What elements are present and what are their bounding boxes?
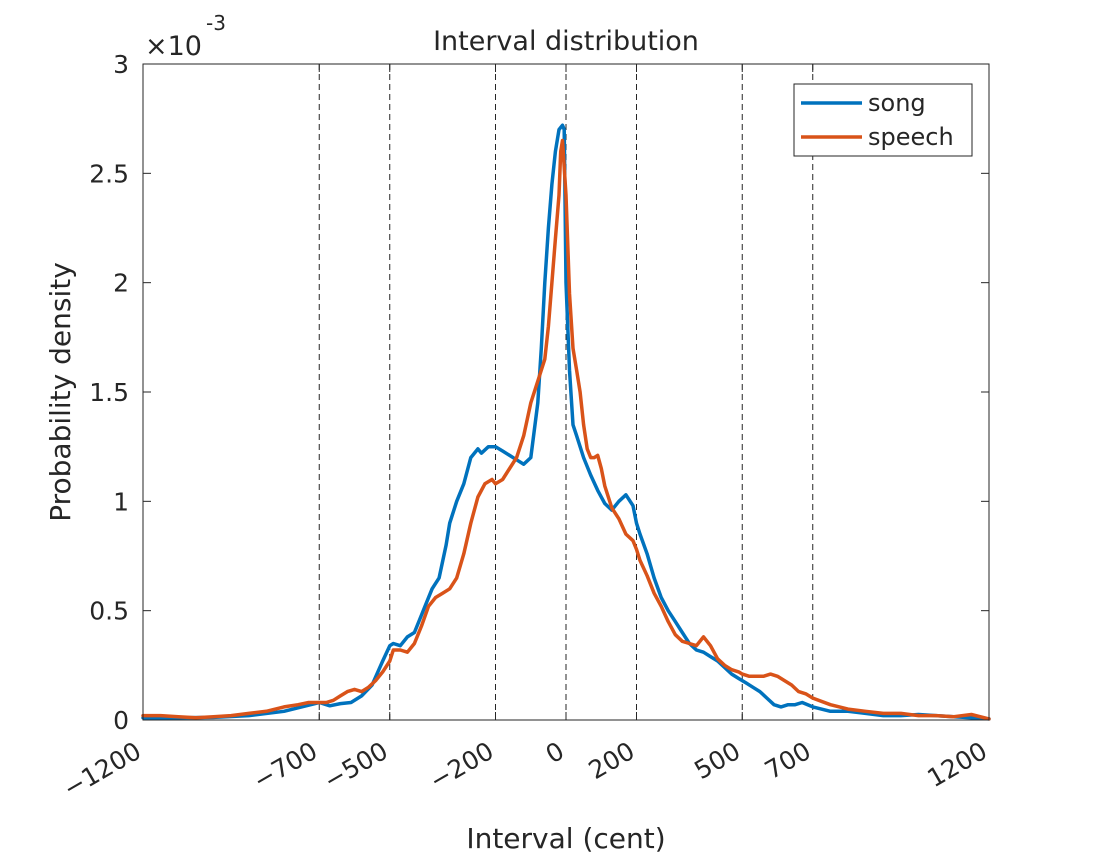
y-exponent-base: ×10 (145, 31, 202, 62)
x-tick-label: −500 (319, 736, 393, 795)
x-tick-label: 700 (760, 736, 816, 785)
y-tick-label: 3 (113, 50, 129, 79)
x-axis-label: Interval (cent) (466, 822, 665, 855)
series-line-song (141, 123, 991, 721)
y-axis-label: Probability density (44, 262, 77, 522)
y-exponent-power: -3 (206, 11, 226, 35)
y-exponent: ×10 -3 (145, 11, 226, 62)
legend-box (793, 83, 973, 157)
legend-label-song: song (868, 89, 926, 117)
series-line-speech (141, 138, 991, 721)
x-tick-label: 200 (584, 736, 640, 785)
legend-label-speech: speech (868, 123, 954, 151)
x-tick-label: 0 (541, 736, 569, 769)
chart-title: Interval distribution (433, 26, 699, 57)
y-tick-label: 0 (113, 706, 129, 735)
y-tick-label: 0.5 (89, 597, 129, 626)
x-tick-label: −700 (248, 736, 322, 795)
series-layer (141, 123, 991, 721)
y-tick-label: 1.5 (89, 378, 129, 407)
y-tick-label: 2 (113, 269, 129, 298)
x-tick-label: 500 (689, 736, 745, 785)
y-tick-label: 2.5 (89, 159, 129, 188)
x-tick-label: −1200 (58, 736, 146, 803)
x-tick-label: −200 (425, 736, 499, 795)
y-axis: 0 0.5 1 1.5 2 2.5 3 (89, 50, 989, 735)
x-tick-label: 1200 (922, 736, 992, 793)
y-tick-label: 1 (113, 487, 129, 516)
legend: song speech (793, 83, 973, 157)
